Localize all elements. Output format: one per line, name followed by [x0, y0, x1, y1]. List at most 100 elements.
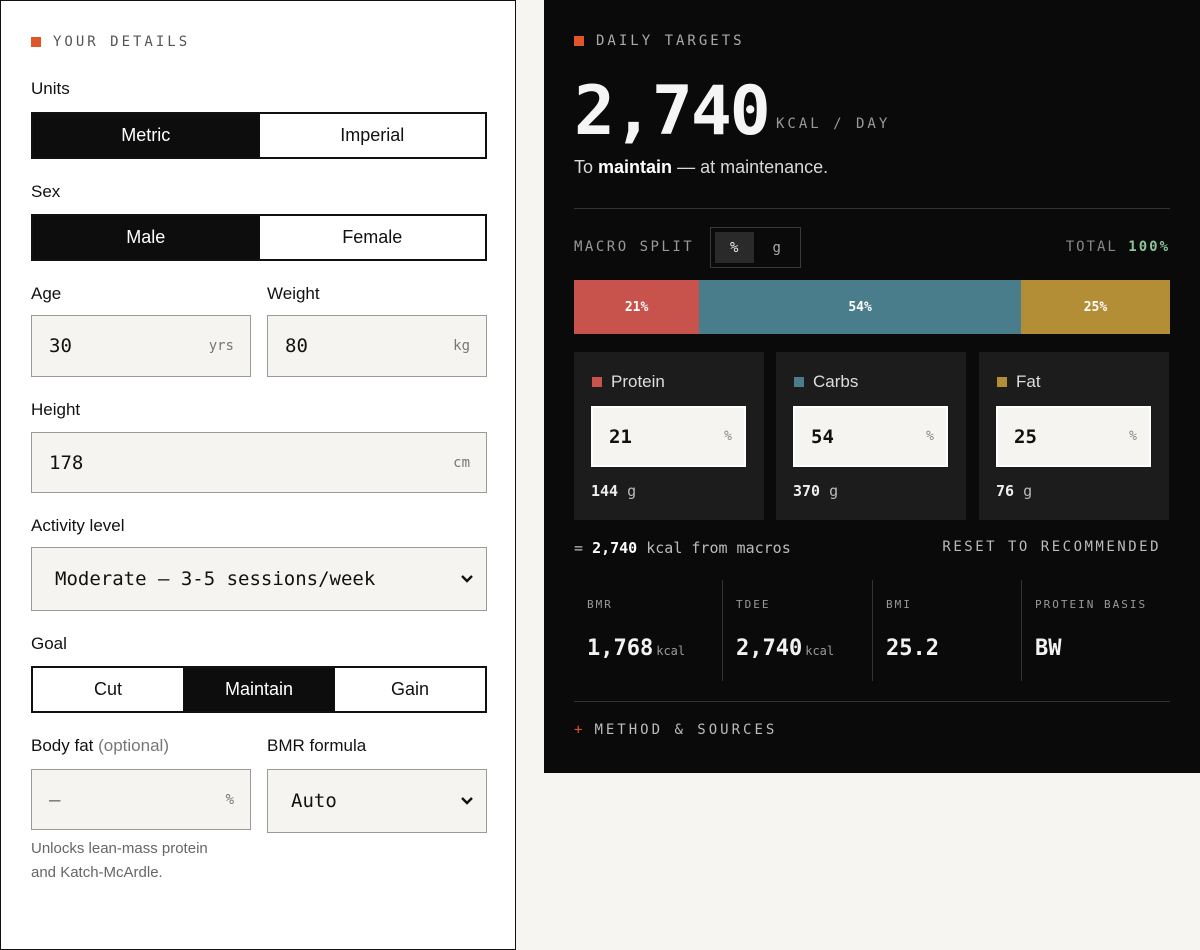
chevron-down-icon	[461, 797, 473, 805]
status-goal: maintain	[598, 157, 673, 177]
body-fat-field[interactable]: — %	[31, 769, 251, 830]
goal-status-text: To maintain — at maintenance.	[574, 157, 828, 178]
protein-grams-value: 144	[591, 482, 619, 500]
goal-label: Goal	[31, 634, 67, 653]
units-toggle: Metric Imperial	[31, 112, 487, 159]
stat-divider	[872, 580, 873, 681]
stat-bmi-value: 25.2	[886, 636, 939, 661]
activity-label: Activity level	[31, 516, 125, 535]
carbs-grams-value: 370	[793, 482, 821, 500]
accent-square-icon	[31, 37, 41, 47]
stat-bmi-label: BMI	[886, 598, 912, 611]
details-section-title: YOUR DETAILS	[31, 34, 190, 50]
carbs-name: Carbs	[813, 372, 859, 391]
body-fat-unit: %	[225, 791, 234, 808]
targets-title-text: DAILY TARGETS	[596, 33, 745, 49]
weight-label: Weight	[267, 284, 320, 303]
total-value: 100%	[1128, 239, 1170, 255]
fat-bar-segment: 25%	[1020, 280, 1170, 334]
height-unit: cm	[453, 454, 470, 471]
sex-male-option[interactable]: Male	[33, 216, 259, 259]
method-sources-label: METHOD & SOURCES	[594, 722, 778, 738]
reset-to-recommended-button[interactable]: RESET TO RECOMMENDED	[942, 539, 1161, 555]
body-fat-label-text: Body fat	[31, 736, 94, 755]
body-fat-label: Body fat (optional)	[31, 736, 169, 756]
stat-bmr-number: 1,768	[587, 636, 654, 661]
fat-grams-unit: g	[1023, 482, 1033, 500]
protein-grams-unit: g	[627, 482, 637, 500]
stat-bmr: BMR 1,768 kcal	[574, 580, 722, 681]
carbs-grams-unit: g	[829, 482, 839, 500]
total-label: TOTAL	[1065, 239, 1118, 255]
macro-unit-grams-option[interactable]: g	[772, 239, 781, 256]
stat-tdee: TDEE 2,740 kcal	[723, 580, 872, 681]
protein-percent-unit: %	[724, 429, 732, 444]
stat-tdee-label: TDEE	[736, 598, 771, 611]
stat-tdee-value: 2,740 kcal	[736, 636, 834, 661]
body-fat-note: Unlocks lean-mass protein and Katch-McAr…	[31, 837, 208, 885]
goal-toggle: Cut Maintain Gain	[31, 666, 487, 713]
from-macros-prefix: =	[574, 539, 584, 557]
age-value: 30	[49, 335, 72, 357]
daily-kcal-unit: KCAL / DAY	[776, 116, 891, 132]
stat-protein-basis: PROTEIN BASIS BW	[1022, 580, 1170, 681]
height-field[interactable]: 178 cm	[31, 432, 487, 493]
goal-maintain-option[interactable]: Maintain	[183, 668, 334, 711]
protein-percent-input[interactable]: 21 %	[591, 406, 746, 467]
body-fat-value: —	[49, 788, 61, 811]
method-sources-toggle[interactable]: + METHOD & SOURCES	[574, 722, 777, 738]
body-fat-optional-text: (optional)	[98, 736, 169, 755]
fat-percent-input[interactable]: 25 %	[996, 406, 1151, 467]
activity-select[interactable]: Moderate — 3-5 sessions/week	[31, 547, 487, 611]
sex-female-option[interactable]: Female	[258, 216, 485, 259]
bmr-formula-label: BMR formula	[267, 736, 367, 755]
age-field[interactable]: 30 yrs	[31, 315, 251, 377]
divider	[574, 208, 1170, 209]
chevron-down-icon	[461, 575, 473, 583]
from-macros-suffix: kcal from macros	[646, 539, 791, 557]
details-title-text: YOUR DETAILS	[53, 34, 191, 50]
units-metric-option[interactable]: Metric	[33, 114, 259, 157]
carbs-card-title: Carbs	[794, 372, 858, 392]
stat-protein-basis-label: PROTEIN BASIS	[1035, 598, 1148, 611]
carbs-card: Carbs 54 % 370 g	[776, 352, 966, 520]
age-label: Age	[31, 284, 62, 303]
bmr-formula-value: Auto	[291, 790, 337, 812]
units-label: Units	[31, 79, 70, 98]
stat-tdee-unit: kcal	[805, 644, 835, 658]
sex-label: Sex	[31, 182, 61, 201]
stat-bmr-unit: kcal	[656, 644, 686, 658]
protein-name: Protein	[611, 372, 665, 391]
plus-icon: +	[574, 722, 583, 738]
fat-grams: 76 g	[996, 482, 1032, 500]
details-panel: YOUR DETAILS Units Metric Imperial Sex M…	[0, 0, 516, 950]
macro-unit-percent-option[interactable]: %	[715, 232, 754, 263]
protein-card-title: Protein	[592, 372, 665, 392]
height-label: Height	[31, 400, 81, 419]
carbs-grams: 370 g	[793, 482, 838, 500]
stat-bmr-label: BMR	[587, 598, 613, 611]
stat-protein-basis-value: BW	[1035, 636, 1062, 661]
protein-percent-value: 21	[609, 425, 632, 448]
daily-kcal-value: 2,740	[574, 72, 771, 151]
protein-swatch-icon	[592, 377, 602, 387]
goal-gain-option[interactable]: Gain	[334, 668, 485, 711]
bmr-formula-select[interactable]: Auto	[267, 769, 487, 833]
kcal-from-macros: = 2,740 kcal from macros	[574, 539, 791, 557]
protein-card: Protein 21 % 144 g	[574, 352, 764, 520]
goal-cut-option[interactable]: Cut	[33, 668, 183, 711]
protein-grams: 144 g	[591, 482, 636, 500]
units-imperial-option[interactable]: Imperial	[258, 114, 485, 157]
fat-percent-unit: %	[1129, 429, 1137, 444]
stat-bmi-number: 25.2	[886, 636, 939, 661]
stat-protein-basis-number: BW	[1035, 636, 1062, 661]
protein-bar-segment: 21%	[574, 280, 700, 334]
fat-percent-value: 25	[1014, 425, 1037, 448]
age-unit: yrs	[208, 338, 234, 354]
carbs-percent-value: 54	[811, 425, 834, 448]
status-prefix: To	[574, 157, 594, 177]
carbs-percent-input[interactable]: 54 %	[793, 406, 948, 467]
weight-field[interactable]: 80 kg	[267, 315, 487, 377]
body-fat-note-line-1: Unlocks lean-mass protein	[31, 840, 208, 857]
fat-card-title: Fat	[997, 372, 1041, 392]
